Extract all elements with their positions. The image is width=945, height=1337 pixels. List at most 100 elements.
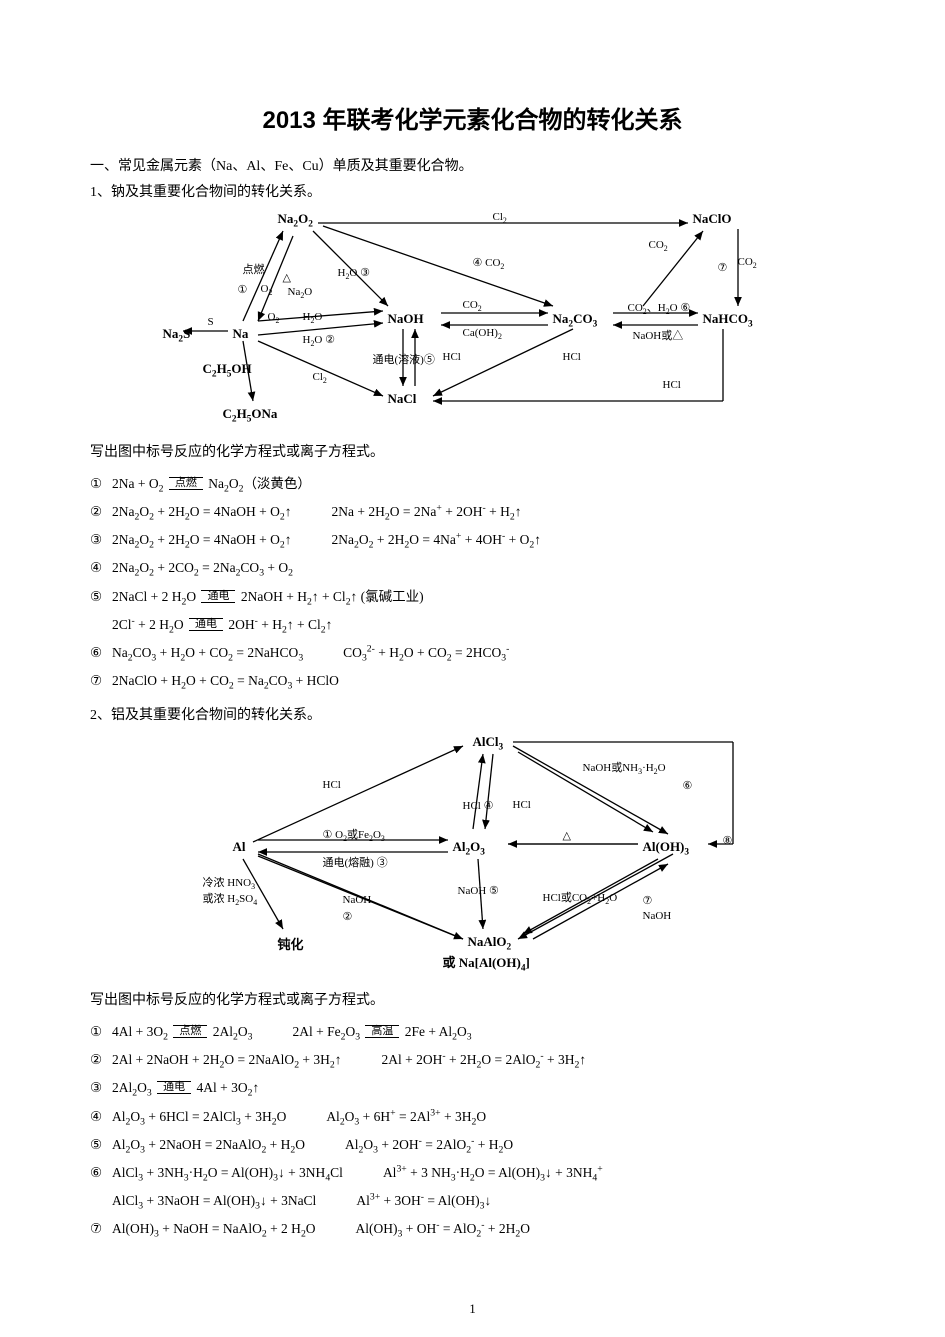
equation-left: 2NaClO + H2O + CO2 = Na2CO3 + HClO <box>112 668 339 696</box>
diagram-node: Al <box>233 839 246 855</box>
equation-number: ② <box>90 499 112 525</box>
diagram-node: Na2S <box>163 326 191 345</box>
diagram-node: NaHCO3 <box>703 311 753 330</box>
equation-left: 2Cl- + 2 H2O 通电 2OH- + H2↑ + Cl2↑ <box>112 612 332 640</box>
diagram-edge-label: H2O ③ <box>338 266 370 281</box>
aluminum-diagram: AlCl3AlAl2O3Al(OH)3NaAlO2或 Na[Al(OH)4]钝化… <box>163 734 783 969</box>
equation-prompt-2: 写出图中标号反应的化学方程式或离子方程式。 <box>90 989 855 1009</box>
aluminum-equations: ①4Al + 3O2 点燃 2Al2O32Al + Fe2O3 高温 2Fe +… <box>90 1019 855 1244</box>
equation-row: ⑤Al2O3 + 2NaOH = 2NaAlO2 + H2OAl2O3 + 2O… <box>90 1132 855 1160</box>
equation-left: Al2O3 + 2NaOH = 2NaAlO2 + H2O <box>112 1132 305 1160</box>
equation-right: 2Al + Fe2O3 高温 2Fe + Al2O3 <box>292 1019 471 1047</box>
equation-left: AlCl3 + 3NaOH = Al(OH)3↓ + 3NaCl <box>112 1188 316 1216</box>
diagram-edge-label: CO2 <box>649 239 668 253</box>
equation-prompt-1: 写出图中标号反应的化学方程式或离子方程式。 <box>90 441 855 461</box>
equation-row: ②2Na2O2 + 2H2O = 4NaOH + O2↑2Na + 2H2O =… <box>90 499 855 527</box>
diagram-edge-label: HCl <box>443 351 461 363</box>
subsection-heading-2: 2、铝及其重要化合物间的转化关系。 <box>90 704 855 724</box>
equation-left: 2Na2O2 + 2H2O = 4NaOH + O2↑ <box>112 499 292 527</box>
diagram-node: Al(OH)3 <box>643 839 690 858</box>
equation-row: ⑦2NaClO + H2O + CO2 = Na2CO3 + HClO <box>90 668 855 696</box>
diagram-edge-label: H2O ② <box>303 333 335 348</box>
equation-number: ③ <box>90 527 112 553</box>
diagram-node: Na2CO3 <box>553 311 598 330</box>
equation-left: AlCl3 + 3NH3·H2O = Al(OH)3↓ + 3NH4Cl <box>112 1160 343 1188</box>
subsection-heading-1: 1、钠及其重要化合物间的转化关系。 <box>90 181 855 201</box>
diagram-edge-label: NaOH ⑤ <box>458 884 499 897</box>
diagram-edge-label: H2O <box>303 311 323 325</box>
equation-row: ②2Al + 2NaOH + 2H2O = 2NaAlO2 + 3H2↑ 2Al … <box>90 1047 855 1075</box>
equation-left: Al(OH)3 + NaOH = NaAlO2 + 2 H2O <box>112 1216 316 1244</box>
diagram-edge-label: 通电(溶液)⑤ <box>373 351 435 367</box>
equation-number: ① <box>90 471 112 497</box>
diagram-edge-label: ⑥ <box>683 779 693 792</box>
diagram-edge-label: HCl <box>663 379 681 391</box>
equation-left: 2Na2O2 + 2H2O = 4NaOH + O2↑ <box>112 527 292 555</box>
equation-number: ① <box>90 1019 112 1045</box>
diagram-edge-label: HCl <box>563 351 581 363</box>
sodium-equations: ①2Na + O2 点燃 Na2O2（淡黄色）②2Na2O2 + 2H2O = … <box>90 471 855 696</box>
equation-row: ⑥Na2CO3 + H2O + CO2 = 2NaHCO3 CO32- + H2O… <box>90 640 855 668</box>
diagram-edge-label: HCl或CO2+H2O <box>543 889 618 906</box>
equation-right: Al3+ + 3 NH3·H2O = Al(OH)3↓ + 3NH4+ <box>383 1160 603 1188</box>
diagram-edge-label: HCl <box>513 799 531 811</box>
document-page: 2013 年联考化学元素化合物的转化关系 一、常见金属元素（Na、Al、Fe、C… <box>0 0 945 1337</box>
equation-number: ④ <box>90 555 112 581</box>
equation-left: Al2O3 + 6HCl = 2AlCl3 + 3H2O <box>112 1104 286 1132</box>
diagram-node: C2H5ONa <box>223 406 278 425</box>
diagram-edge-label: ⑧ <box>723 834 733 847</box>
diagram-node: Na2O2 <box>278 211 313 230</box>
equation-right: 2Na2O2 + 2H2O = 4Na+ + 4OH- + O2↑ <box>332 527 541 555</box>
equation-row: ④2Na2O2 + 2CO2 = 2Na2CO3 + O2 <box>90 555 855 583</box>
diagram-node: NaCl <box>388 391 417 407</box>
diagram-edge-label: Cl2 <box>313 371 327 385</box>
equation-row: ①4Al + 3O2 点燃 2Al2O32Al + Fe2O3 高温 2Fe +… <box>90 1019 855 1047</box>
diagram-edge-label: 或浓 H2SO4 <box>203 890 258 907</box>
diagram-edge-label: CO2、H2O ⑥ <box>628 299 691 316</box>
equation-row: AlCl3 + 3NaOH = Al(OH)3↓ + 3NaClAl3+ + 3… <box>90 1188 855 1216</box>
equation-row: ③2Al2O3 通电 4Al + 3O2↑ <box>90 1075 855 1103</box>
diagram-edge-label: S <box>208 316 214 328</box>
equation-number: ⑥ <box>90 640 112 666</box>
equation-right: Al(OH)3 + OH- = AlO2- + 2H2O <box>356 1216 530 1244</box>
diagram-edge-label: ④ CO2 <box>473 256 505 271</box>
equation-row: ⑦Al(OH)3 + NaOH = NaAlO2 + 2 H2O Al(OH)3 … <box>90 1216 855 1244</box>
diagram-edge-label: 点燃 <box>243 261 265 277</box>
equation-row: ③2Na2O2 + 2H2O = 4NaOH + O2↑ 2Na2O2 + 2H2… <box>90 527 855 555</box>
diagram-edge-label: 冷浓 HNO3 <box>203 874 256 891</box>
diagram-edge-label: Cl2 <box>493 211 507 225</box>
equation-left: 2Al + 2NaOH + 2H2O = 2NaAlO2 + 3H2↑ <box>112 1047 342 1075</box>
diagram-node: 钝化 <box>278 934 304 953</box>
equation-right: 2Al + 2OH- + 2H2O = 2AlO2- + 3H2↑ <box>382 1047 587 1075</box>
equation-left: 2Al2O3 通电 4Al + 3O2↑ <box>112 1075 259 1103</box>
diagram-edge-label: HCl <box>323 779 341 791</box>
diagram-node: NaAlO2 <box>468 934 512 953</box>
equation-row: ⑥AlCl3 + 3NH3·H2O = Al(OH)3↓ + 3NH4Cl Al3… <box>90 1160 855 1188</box>
diagram-edge-label: ① O2或Fe2O3 <box>323 826 385 843</box>
diagram-edge-label: △ <box>283 271 291 284</box>
page-title: 2013 年联考化学元素化合物的转化关系 <box>90 100 855 135</box>
equation-number: ② <box>90 1047 112 1073</box>
diagram-edge-label: CO2 <box>463 299 482 313</box>
diagram-node: AlCl3 <box>473 734 504 753</box>
equation-number: ⑥ <box>90 1160 112 1186</box>
sodium-diagram: Na2O2NaClONa2SNaNaOHNa2CO3NaHCO3NaClC2H5… <box>163 211 783 421</box>
diagram-edge-label: △ <box>563 829 571 842</box>
equation-right: Al2O3 + 2OH- = 2AlO2- + H2O <box>345 1132 513 1160</box>
diagram-edge-label: CO2 <box>738 256 757 270</box>
diagram-node: NaClO <box>693 211 732 227</box>
diagram-edge-label: ① <box>238 283 248 296</box>
diagram-node: Na <box>233 326 249 342</box>
diagram-edge-label: ⑦ <box>643 894 653 907</box>
page-number: 1 <box>469 1301 476 1317</box>
diagram-edge-label: NaOH <box>643 910 672 922</box>
diagram-edge-label: NaOH或NH3·H2O <box>583 759 666 776</box>
equation-number: ⑦ <box>90 1216 112 1242</box>
diagram-edge-label: NaOH或△ <box>633 327 684 343</box>
equation-number: ④ <box>90 1104 112 1130</box>
equation-right: CO32- + H2O + CO2 = 2HCO3- <box>343 640 509 668</box>
equation-left: Na2CO3 + H2O + CO2 = 2NaHCO3 <box>112 640 303 668</box>
diagram-edge-label: O2 <box>268 311 280 325</box>
equation-left: 2Na + O2 点燃 Na2O2（淡黄色） <box>112 471 311 499</box>
diagram-edge-label: NaOH <box>343 894 372 906</box>
